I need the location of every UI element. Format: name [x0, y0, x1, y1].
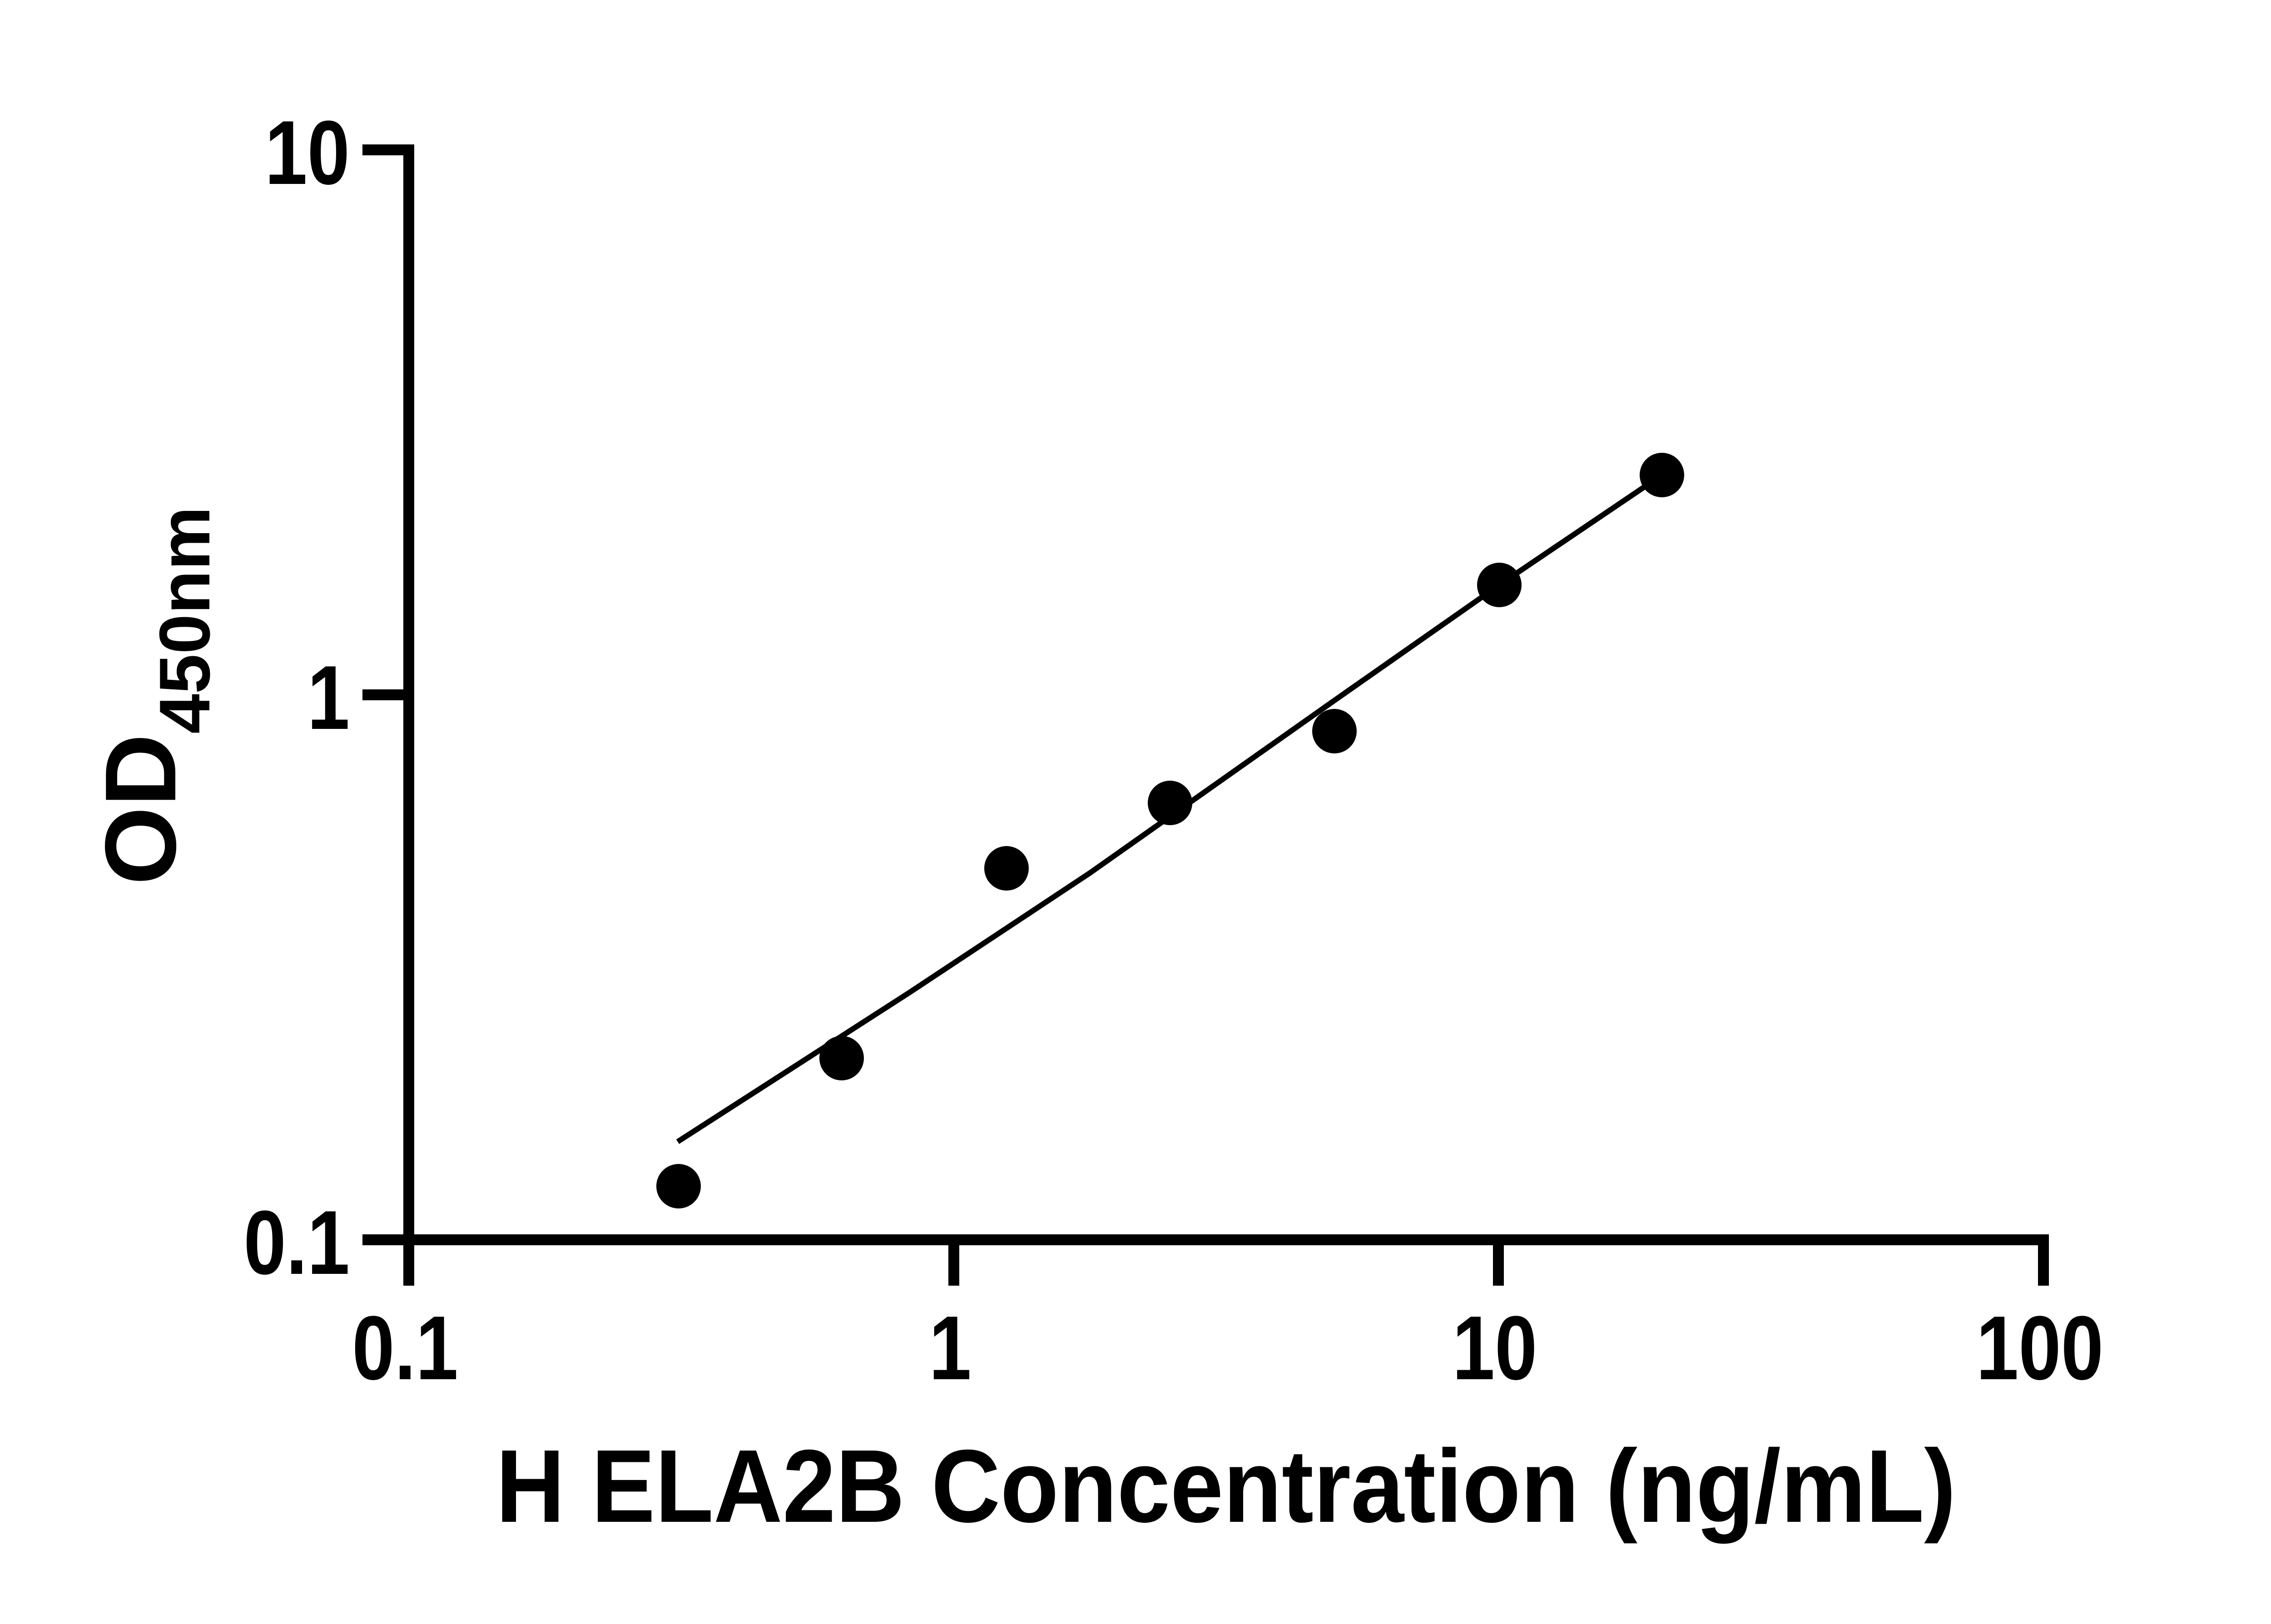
svg-text:1: 1 — [929, 1297, 971, 1399]
svg-text:0.1: 0.1 — [243, 1192, 350, 1293]
svg-text:10: 10 — [1453, 1297, 1537, 1399]
svg-text:OD450nm: OD450nm — [84, 506, 225, 885]
svg-text:100: 100 — [1976, 1297, 2103, 1399]
svg-text:H ELA2B Concentration (ng/mL): H ELA2B Concentration (ng/mL) — [496, 1428, 1956, 1544]
svg-text:1: 1 — [307, 647, 350, 748]
svg-text:0.1: 0.1 — [352, 1297, 458, 1399]
svg-text:10: 10 — [265, 102, 350, 203]
